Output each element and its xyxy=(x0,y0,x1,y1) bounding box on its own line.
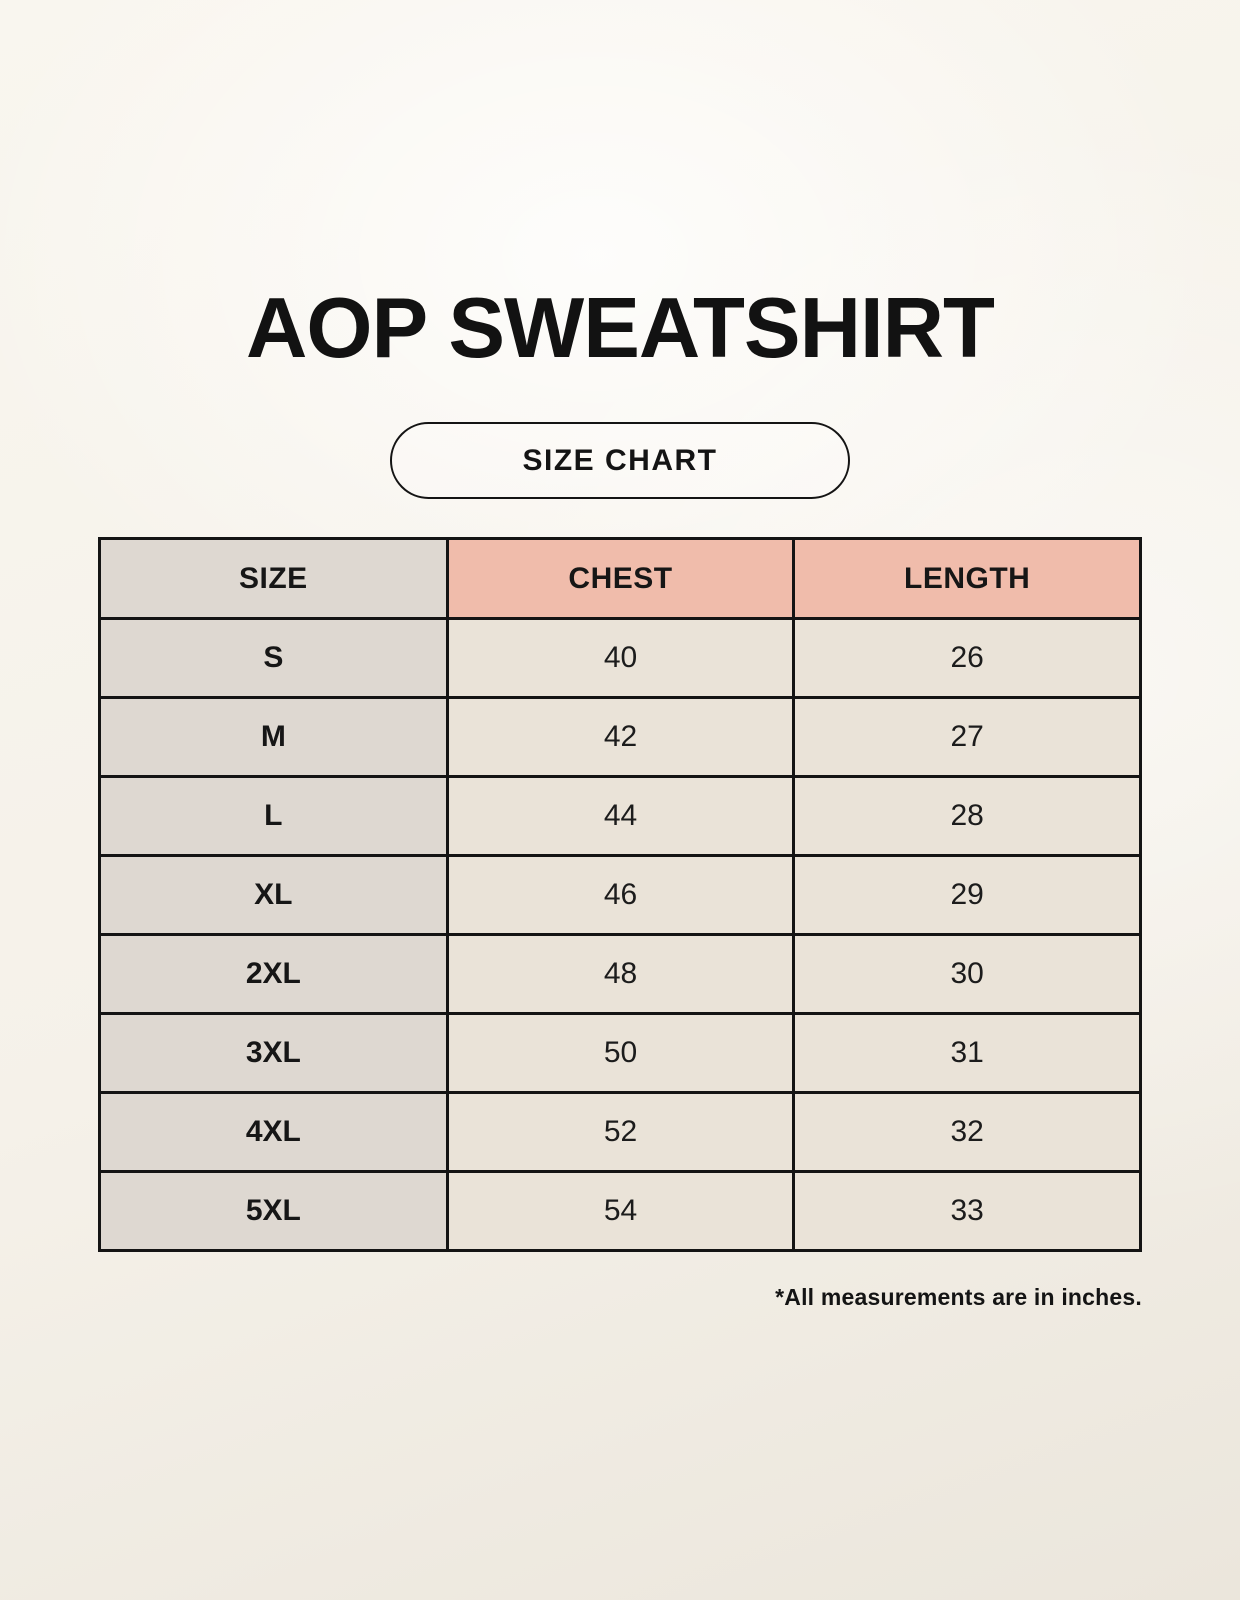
size-chart-badge: SIZE CHART xyxy=(390,422,850,499)
column-header-length: LENGTH xyxy=(792,537,1142,620)
size-label: L xyxy=(98,775,449,857)
length-value: 26 xyxy=(792,617,1142,699)
table-row: 3XL 50 31 xyxy=(98,1012,1142,1094)
table-row: 2XL 48 30 xyxy=(98,933,1142,1015)
size-label: 2XL xyxy=(98,933,449,1015)
column-header-size: SIZE xyxy=(98,537,449,620)
length-value: 27 xyxy=(792,696,1142,778)
size-label: XL xyxy=(98,854,449,936)
table-row: S 40 26 xyxy=(98,617,1142,699)
chest-value: 42 xyxy=(445,696,796,778)
column-header-chest: CHEST xyxy=(445,537,796,620)
table-row: M 42 27 xyxy=(98,696,1142,778)
chest-value: 44 xyxy=(445,775,796,857)
measurements-footnote: *All measurements are in inches. xyxy=(775,1284,1142,1310)
chest-value: 40 xyxy=(445,617,796,699)
table-row: XL 46 29 xyxy=(98,854,1142,936)
chest-value: 50 xyxy=(445,1012,796,1094)
length-value: 31 xyxy=(792,1012,1142,1094)
table-row: L 44 28 xyxy=(98,775,1142,857)
table-row: 5XL 54 33 xyxy=(98,1170,1142,1252)
length-value: 33 xyxy=(792,1170,1142,1252)
length-value: 29 xyxy=(792,854,1142,936)
table-header-row: SIZE CHEST LENGTH xyxy=(98,537,1142,620)
length-value: 32 xyxy=(792,1091,1142,1173)
size-label: 3XL xyxy=(98,1012,449,1094)
chest-value: 54 xyxy=(445,1170,796,1252)
size-label: 5XL xyxy=(98,1170,449,1252)
size-chart-badge-label: SIZE CHART xyxy=(522,443,718,477)
page-title: AOP SWEATSHIRT xyxy=(246,281,995,376)
size-table: SIZE CHEST LENGTH S 40 26 M 42 27 L 44 2… xyxy=(98,537,1142,1252)
chest-value: 46 xyxy=(445,854,796,936)
chest-value: 52 xyxy=(445,1091,796,1173)
table-row: 4XL 52 32 xyxy=(98,1091,1142,1173)
chest-value: 48 xyxy=(445,933,796,1015)
size-label: M xyxy=(98,696,449,778)
length-value: 30 xyxy=(792,933,1142,1015)
length-value: 28 xyxy=(792,775,1142,857)
size-label: 4XL xyxy=(98,1091,449,1173)
size-label: S xyxy=(98,617,449,699)
